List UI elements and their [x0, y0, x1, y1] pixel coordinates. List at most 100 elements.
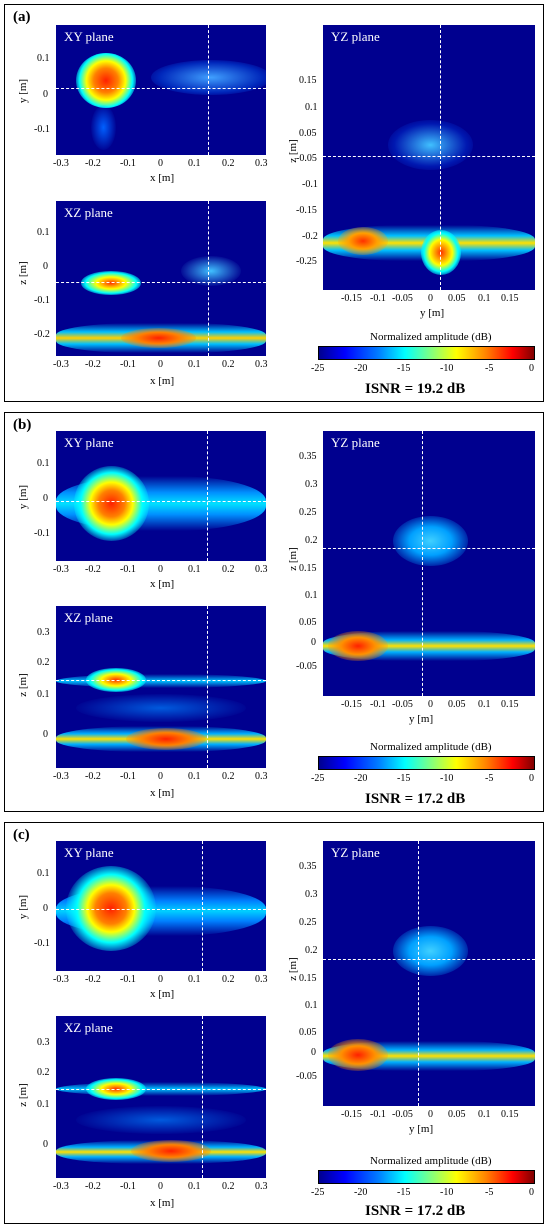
colorbar-tick: -10	[440, 363, 454, 374]
crosshair-horizontal	[323, 156, 535, 157]
xy-plane-plot: XY plane	[56, 841, 266, 971]
colorbar-tick: -5	[485, 1187, 494, 1198]
x-tick: 0.2	[222, 158, 235, 169]
x-tick: 0	[158, 564, 163, 575]
colorbar-tick: -5	[485, 773, 494, 784]
y-tick: 0.2	[37, 657, 50, 668]
y-tick: 0.1	[37, 689, 50, 700]
y-tick: 0.1	[305, 102, 318, 113]
x-axis-label: x [m]	[150, 375, 175, 387]
y-axis-label: y [m]	[17, 78, 30, 104]
colorbar	[318, 756, 535, 770]
x-tick: 0.2	[222, 564, 235, 575]
x-tick: 0	[428, 699, 433, 710]
x-tick: 0.05	[448, 1109, 466, 1120]
crosshair-horizontal	[56, 282, 266, 283]
colorbar-title: Normalized amplitude (dB)	[370, 331, 492, 343]
xz-plane-plot: XZ plane	[56, 606, 266, 768]
y-axis-label: z [m]	[286, 957, 299, 981]
crosshair-horizontal	[56, 680, 266, 681]
x-tick: -0.3	[53, 564, 69, 575]
y-tick: 0.2	[305, 535, 318, 546]
x-tick: 0.15	[501, 699, 519, 710]
y-tick: -0.05	[296, 1071, 317, 1082]
heat-blob	[91, 105, 116, 150]
x-tick: 0.3	[255, 359, 268, 370]
heat-blob	[81, 271, 141, 295]
heat-blob	[131, 1140, 211, 1162]
crosshair-horizontal	[56, 909, 266, 910]
x-tick: 0.2	[222, 359, 235, 370]
x-axis-label: y [m]	[409, 713, 434, 725]
colorbar-tick: 0	[529, 363, 534, 374]
heat-blob	[338, 227, 388, 255]
colorbar-tick: -5	[485, 363, 494, 374]
y-tick: 0.15	[299, 75, 317, 86]
x-tick: -0.1	[120, 771, 136, 782]
x-tick: 0	[158, 359, 163, 370]
x-tick: 0	[158, 158, 163, 169]
y-tick: 0	[43, 729, 48, 740]
plot-title: XY plane	[64, 845, 114, 860]
x-tick: 0.3	[255, 771, 268, 782]
xz-plane-plot: XZ plane	[56, 1016, 266, 1178]
x-tick: 0	[428, 293, 433, 304]
y-tick: 0.3	[305, 889, 318, 900]
y-tick: 0.1	[305, 590, 318, 601]
plot-title: XZ plane	[64, 610, 113, 625]
x-axis-label: x [m]	[150, 1197, 175, 1209]
x-tick: -0.1	[120, 158, 136, 169]
x-tick: -0.3	[53, 158, 69, 169]
x-tick: 0	[428, 1109, 433, 1120]
x-tick: -0.05	[392, 293, 413, 304]
colorbar-tick: -20	[354, 1187, 368, 1198]
yz-plane-plot: YZ plane	[323, 25, 535, 290]
y-tick: 0.2	[305, 945, 318, 956]
x-tick: 0.2	[222, 771, 235, 782]
x-tick: 0.3	[255, 564, 268, 575]
plot-title: YZ plane	[331, 435, 380, 450]
x-axis-label: x [m]	[150, 578, 175, 590]
plot-title: XY plane	[64, 435, 114, 450]
y-tick: 0.05	[299, 1027, 317, 1038]
x-tick: -0.05	[392, 699, 413, 710]
y-tick: 0	[43, 1139, 48, 1150]
plot-title: YZ plane	[331, 29, 380, 44]
y-tick: -0.25	[296, 256, 317, 267]
xy-plane-plot: XY plane	[56, 431, 266, 561]
heat-blob	[76, 1106, 246, 1134]
x-tick: 0.2	[222, 974, 235, 985]
heat-blob	[181, 256, 241, 286]
colorbar-tick: -15	[397, 363, 411, 374]
y-tick: 0	[43, 903, 48, 914]
colorbar-tick: -10	[440, 773, 454, 784]
x-tick: -0.2	[85, 564, 101, 575]
x-tick: 0.3	[255, 974, 268, 985]
y-tick: -0.05	[296, 661, 317, 672]
panel-label: (b)	[13, 417, 32, 433]
isnr-label: ISNR = 17.2 dB	[365, 791, 466, 807]
x-tick: 0.1	[478, 293, 491, 304]
y-tick: 0.15	[299, 973, 317, 984]
x-axis-label: y [m]	[409, 1123, 434, 1135]
colorbar	[318, 1170, 535, 1184]
xy-plane-plot: XY plane	[56, 25, 266, 155]
crosshair-vertical	[418, 841, 419, 1106]
y-tick: 0.25	[299, 507, 317, 518]
x-tick: -0.15	[341, 1109, 362, 1120]
isnr-label: ISNR = 17.2 dB	[365, 1203, 466, 1219]
crosshair-vertical	[440, 25, 441, 290]
panel-a: (a) XY plane 0.1 0 -0.1 y [m] -0.3 -0.2 …	[4, 4, 544, 402]
x-axis-label: x [m]	[150, 172, 175, 184]
y-tick: 0.35	[299, 451, 317, 462]
x-tick: 0.1	[188, 158, 201, 169]
y-axis-label: y [m]	[17, 484, 30, 510]
x-tick: -0.1	[370, 293, 386, 304]
y-tick: 0.3	[305, 479, 318, 490]
colorbar-title: Normalized amplitude (dB)	[370, 741, 492, 753]
y-tick: 0.1	[305, 1000, 318, 1011]
colorbar-tick: -20	[354, 773, 368, 784]
crosshair-vertical	[207, 606, 208, 768]
x-tick: 0	[158, 771, 163, 782]
y-tick: 0.1	[37, 53, 50, 64]
